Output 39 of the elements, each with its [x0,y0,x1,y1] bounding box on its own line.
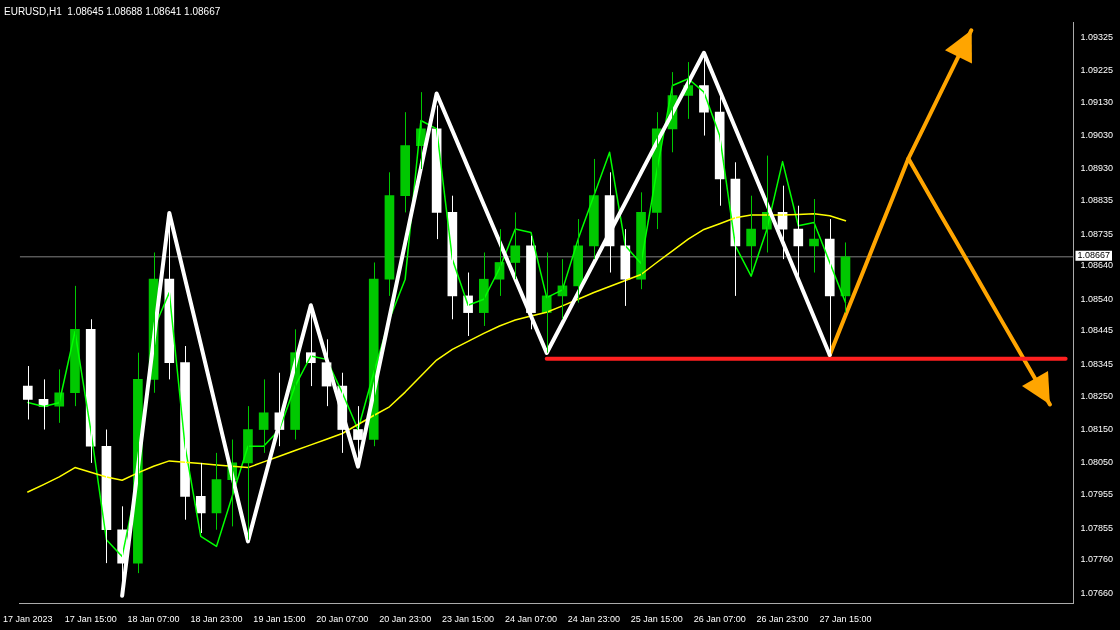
y-tick-label: 1.07855 [1080,522,1114,533]
y-tick-label: 1.08445 [1080,325,1114,336]
x-tick-label: 25 Jan 15:00 [630,614,683,625]
y-tick-label: 1.09225 [1080,64,1114,75]
y-tick-label: 1.08150 [1080,423,1114,434]
y-tick-label: 1.09325 [1080,31,1114,42]
y-tick-label: 1.08835 [1080,195,1114,206]
y-tick-label: 1.07660 [1080,587,1114,598]
candlestick [746,195,756,274]
x-tick-label: 27 Jan 15:00 [819,614,872,625]
x-tick-label: 18 Jan 07:00 [127,614,180,625]
candlestick [510,211,521,280]
x-tick-label: 24 Jan 07:00 [504,614,557,625]
y-tick-label: 1.08930 [1080,163,1114,174]
x-tick-label: 20 Jan 07:00 [316,614,369,625]
x-tick-label: 20 Jan 23:00 [379,614,432,625]
ref-line-label: 1.08667 [1077,250,1111,261]
x-tick-label: 17 Jan 2023 [3,614,53,625]
candlestick [22,365,33,420]
x-tick-label: 26 Jan 07:00 [693,614,746,625]
x-tick-label: 19 Jan 15:00 [253,614,306,625]
x-tick-label: 23 Jan 15:00 [442,614,495,625]
y-tick-label: 1.09030 [1080,130,1114,141]
y-tick-label: 1.08050 [1080,457,1114,468]
y-tick-label: 1.08345 [1080,358,1114,369]
x-tick-label: 26 Jan 23:00 [756,614,809,625]
candlestick [400,111,411,213]
y-tick-label: 1.08540 [1080,293,1114,304]
x-tick-label: 17 Jan 15:00 [64,614,117,625]
x-tick-label: 18 Jan 23:00 [190,614,243,625]
y-tick-label: 1.08735 [1080,228,1114,239]
y-tick-label: 1.09130 [1080,96,1114,107]
candlestick [620,228,631,307]
y-tick-label: 1.08250 [1080,390,1114,401]
y-tick-label: 1.08640 [1080,260,1114,271]
x-tick-label: 24 Jan 23:00 [567,614,620,625]
chart-title: EURUSD,H1 1.08645 1.08688 1.08641 1.08667 [4,5,221,17]
y-tick-label: 1.07760 [1080,554,1114,565]
y-tick-label: 1.07955 [1080,489,1114,500]
